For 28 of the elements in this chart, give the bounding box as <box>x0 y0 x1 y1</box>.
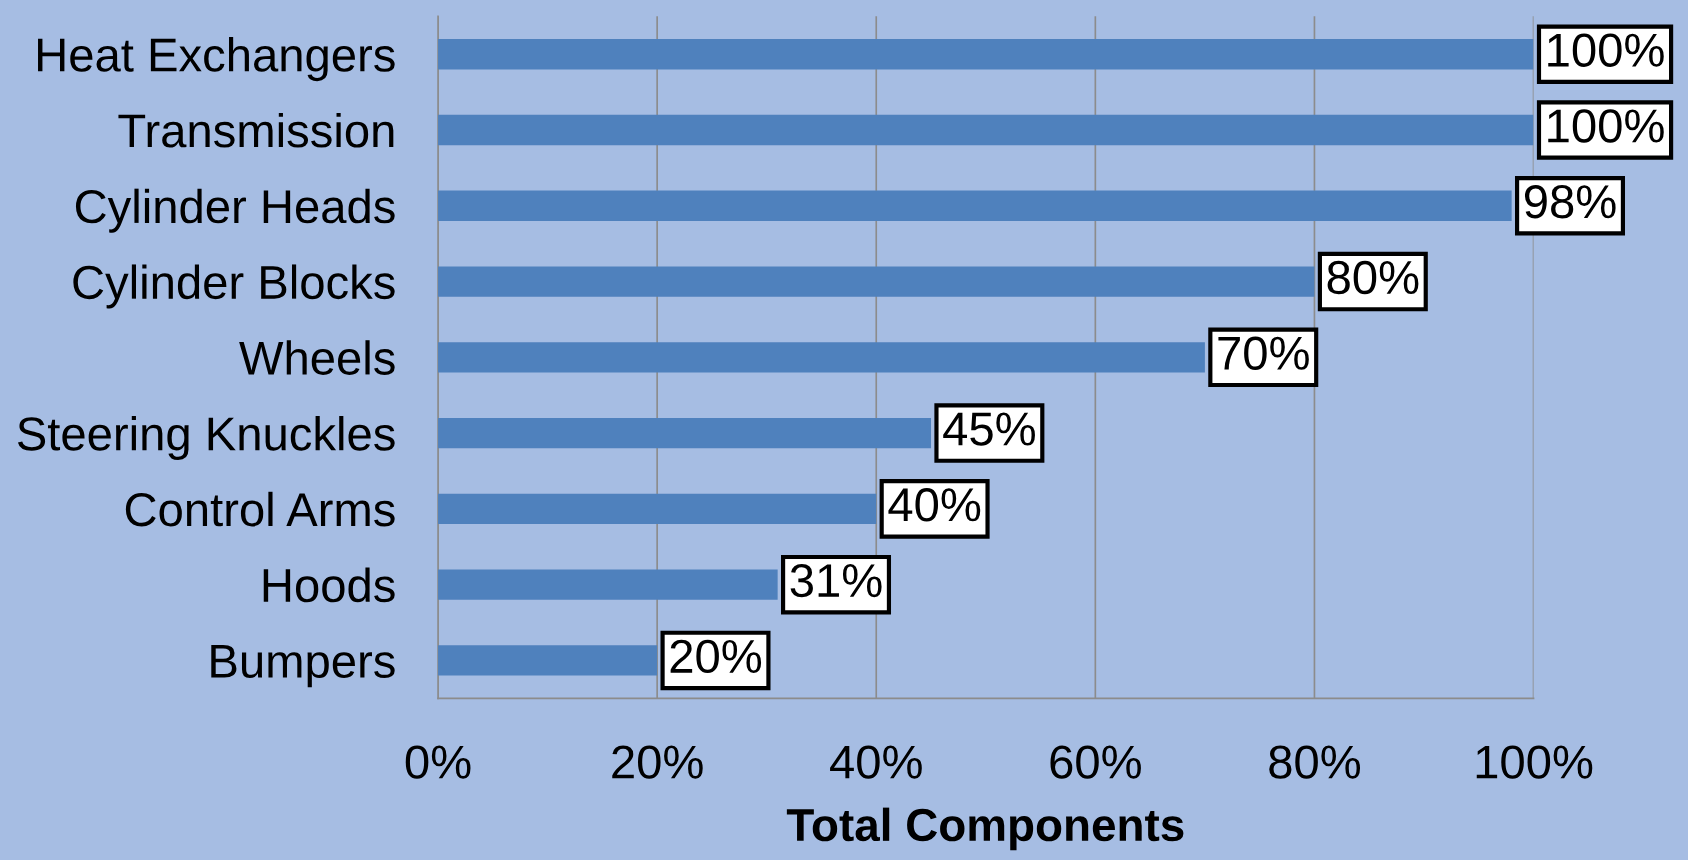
data-label: 80% <box>1327 260 1419 295</box>
y-tick-label: Transmission <box>118 112 394 148</box>
x-tick-label: 60% <box>1050 745 1141 779</box>
x-tick-label: 100% <box>1476 745 1593 779</box>
bar <box>438 342 1205 373</box>
y-tick-label: Steering Knuckles <box>17 415 395 461</box>
data-label: 70% <box>1218 336 1309 371</box>
y-tick-label: Hoods <box>263 567 395 603</box>
bar <box>438 569 778 600</box>
x-axis-title: Total Components <box>786 807 1184 851</box>
y-tick-label: Heat Exchangers <box>38 37 395 82</box>
data-label: 40% <box>888 488 981 522</box>
y-tick-label: Bumpers <box>211 645 395 688</box>
data-label: 45% <box>943 412 1035 446</box>
data-label: 100% <box>1548 109 1664 143</box>
x-tick-label: 40% <box>830 745 922 779</box>
x-tick-label: 20% <box>612 745 703 779</box>
y-tick-label: Control Arms <box>125 491 395 527</box>
bar <box>438 190 1512 221</box>
y-tick-label: Wheels <box>239 340 395 375</box>
data-label: 98% <box>1524 185 1616 219</box>
y-tick-label: Cylinder Heads <box>75 188 395 233</box>
x-tick-label: 0% <box>405 745 471 779</box>
x-tick-label: 80% <box>1269 745 1361 779</box>
data-label: 20% <box>670 639 762 674</box>
data-label: 31% <box>790 563 882 598</box>
y-tick-label: Cylinder Blocks <box>73 264 395 309</box>
data-label: 100% <box>1548 33 1664 67</box>
